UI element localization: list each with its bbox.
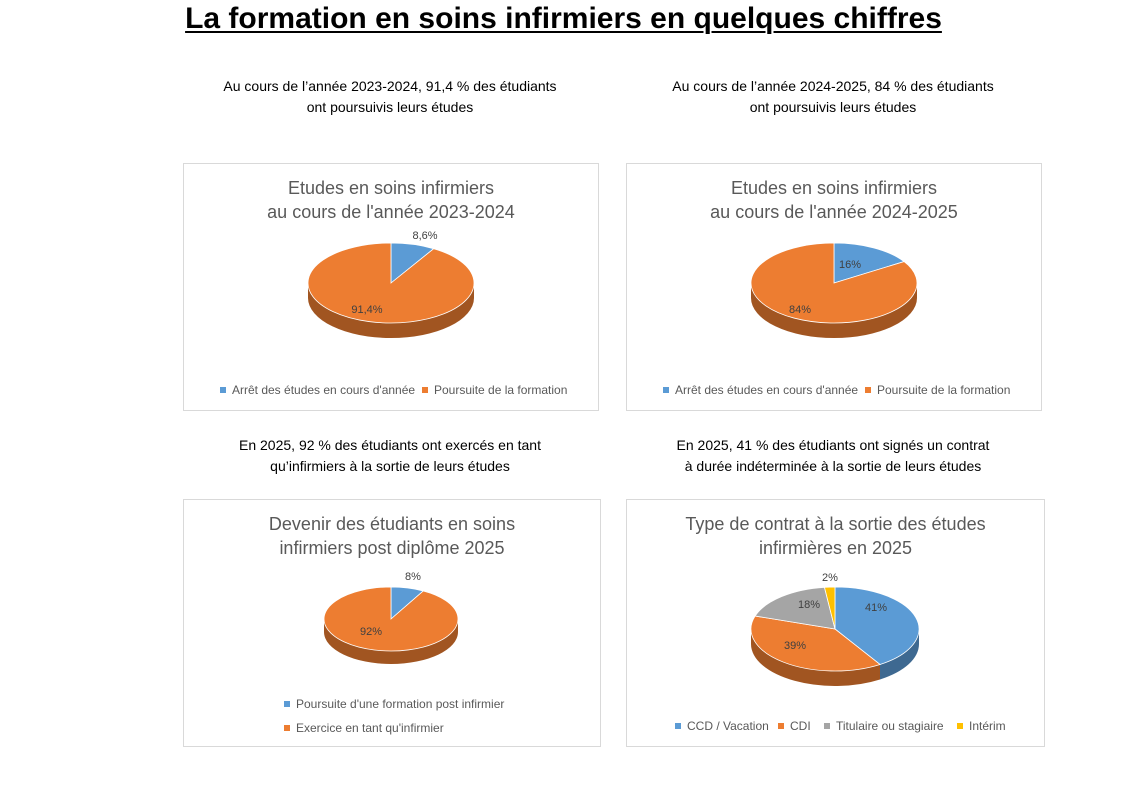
pie-slice — [833, 242, 905, 284]
pie-chart-2023-2024: Etudes en soins infirmiers au cours de l… — [183, 163, 599, 411]
pie-plot: 41% 39% 18% 2% — [750, 572, 920, 686]
legend-item: Intérim — [957, 719, 1006, 733]
chart-title-line: infirmières en 2025 — [758, 538, 913, 558]
caption-2023-2024: Au cours de l’année 2023-2024, 91,4 % de… — [170, 76, 610, 118]
legend-swatch — [422, 386, 428, 393]
legend-swatch — [220, 386, 226, 393]
chart-title-line: au cours de l'année 2023-2024 — [267, 202, 515, 222]
pie-side-walls — [751, 283, 917, 338]
caption-line: ont poursuivis leurs études — [749, 99, 917, 115]
legend-swatch — [957, 722, 963, 729]
caption-contrat-2025: En 2025, 41 % des étudiants ont signés u… — [613, 435, 1053, 477]
chart-title: Type de contrat à la sortie des études i… — [627, 512, 1044, 560]
data-label: 8,6% — [412, 230, 437, 242]
pie-side-walls — [751, 629, 919, 686]
caption-line: En 2025, 41 % des étudiants ont signés u… — [676, 437, 990, 453]
legend-swatch — [865, 386, 871, 393]
chart-title-line: Devenir des étudiants en soins — [268, 514, 516, 534]
pie-plot: 16% 84% — [750, 242, 918, 338]
legend-label: CDI — [790, 719, 811, 733]
pie-slice-side — [751, 283, 917, 338]
legend-item: Titulaire ou stagiaire — [824, 719, 944, 733]
chart-title-line: au cours de l'année 2024-2025 — [710, 202, 958, 222]
legend-label: CCD / Vacation — [687, 719, 769, 733]
page-title: La formation en soins infirmiers en quel… — [185, 2, 942, 35]
caption-line: à durée indéterminée à la sortie de leur… — [684, 458, 982, 474]
legend-swatch — [284, 724, 290, 731]
data-label: 2% — [822, 572, 838, 584]
chart-title: Etudes en soins infirmiers au cours de l… — [627, 176, 1041, 224]
data-label: 91,4% — [351, 304, 382, 316]
pie-chart-devenir-2025: Devenir des étudiants en soins infirmier… — [183, 499, 601, 747]
pie-chart-contrat-2025: Type de contrat à la sortie des études i… — [626, 499, 1045, 747]
legend-item: Exercice en tant qu'infirmier — [284, 721, 444, 735]
caption-line: Au cours de l’année 2023-2024, 91,4 % de… — [223, 78, 557, 94]
legend-item: CDI — [778, 719, 811, 733]
legend-swatch — [675, 722, 681, 729]
legend-swatch — [284, 700, 290, 707]
chart-title-line: Type de contrat à la sortie des études — [685, 514, 986, 534]
pie-plot: 8,6% 91,4% — [307, 230, 475, 338]
caption-line: qu’infirmiers à la sortie de leurs étude… — [270, 458, 510, 474]
caption-line: Au cours de l’année 2024-2025, 84 % des … — [672, 78, 994, 94]
pie-side-walls — [308, 283, 474, 338]
pie-side-walls — [324, 619, 458, 664]
caption-line: En 2025, 92 % des étudiants ont exercés … — [239, 437, 541, 453]
pie-slice — [754, 586, 836, 630]
data-label: 8% — [405, 571, 421, 583]
pie-slice — [823, 586, 836, 630]
legend-item: Poursuite de la formation — [865, 383, 1010, 397]
pie-plot: 8% 92% — [323, 571, 459, 664]
legend-swatch — [663, 386, 669, 393]
data-label: 39% — [784, 640, 806, 652]
pie-slice-side — [324, 619, 458, 664]
legend-label: Titulaire ou stagiaire — [836, 719, 944, 733]
legend-label: Poursuite de la formation — [877, 383, 1011, 397]
chart-title-line: Etudes en soins infirmiers — [730, 178, 938, 198]
legend-item: Arrêt des études en cours d'année — [663, 383, 858, 397]
legend-item: CCD / Vacation — [675, 719, 769, 733]
pie-slice — [307, 242, 475, 324]
chart-title: Devenir des étudiants en soins infirmier… — [184, 512, 600, 560]
legend-label: Exercice en tant qu'infirmier — [296, 721, 444, 735]
caption-line: ont poursuivis leurs études — [306, 99, 474, 115]
pie-slice — [750, 242, 918, 324]
pie-slice — [323, 586, 459, 652]
legend-label: Arrêt des études en cours d'année — [675, 383, 859, 397]
legend-item: Arrêt des études en cours d'année — [220, 383, 415, 397]
legend-item: Poursuite d'une formation post infirmier — [284, 697, 504, 711]
data-label: 92% — [360, 626, 382, 638]
legend-label: Poursuite d'une formation post infirmier — [296, 697, 505, 711]
legend-swatch — [824, 722, 830, 729]
data-label: 84% — [789, 304, 811, 316]
pie-slice-side — [880, 629, 919, 680]
legend-label: Arrêt des études en cours d'année — [232, 383, 416, 397]
data-label: 16% — [839, 259, 861, 271]
chart-title: Etudes en soins infirmiers au cours de l… — [184, 176, 598, 224]
legend-label: Poursuite de la formation — [434, 383, 568, 397]
chart-title-line: infirmiers post diplôme 2025 — [279, 538, 505, 558]
legend-swatch — [778, 722, 784, 729]
chart-title-line: Etudes en soins infirmiers — [287, 178, 495, 198]
data-label: 18% — [798, 599, 820, 611]
data-label: 41% — [865, 602, 887, 614]
caption-exercice-2025: En 2025, 92 % des étudiants ont exercés … — [170, 435, 610, 477]
caption-2024-2025: Au cours de l’année 2024-2025, 84 % des … — [613, 76, 1053, 118]
pie-chart-2024-2025: Etudes en soins infirmiers au cours de l… — [626, 163, 1042, 411]
legend-label: Intérim — [969, 719, 1006, 733]
legend-item: Poursuite de la formation — [422, 383, 567, 397]
pie-slice — [750, 615, 881, 672]
pie-slice-side — [751, 629, 881, 686]
pie-slice-side — [308, 283, 474, 338]
